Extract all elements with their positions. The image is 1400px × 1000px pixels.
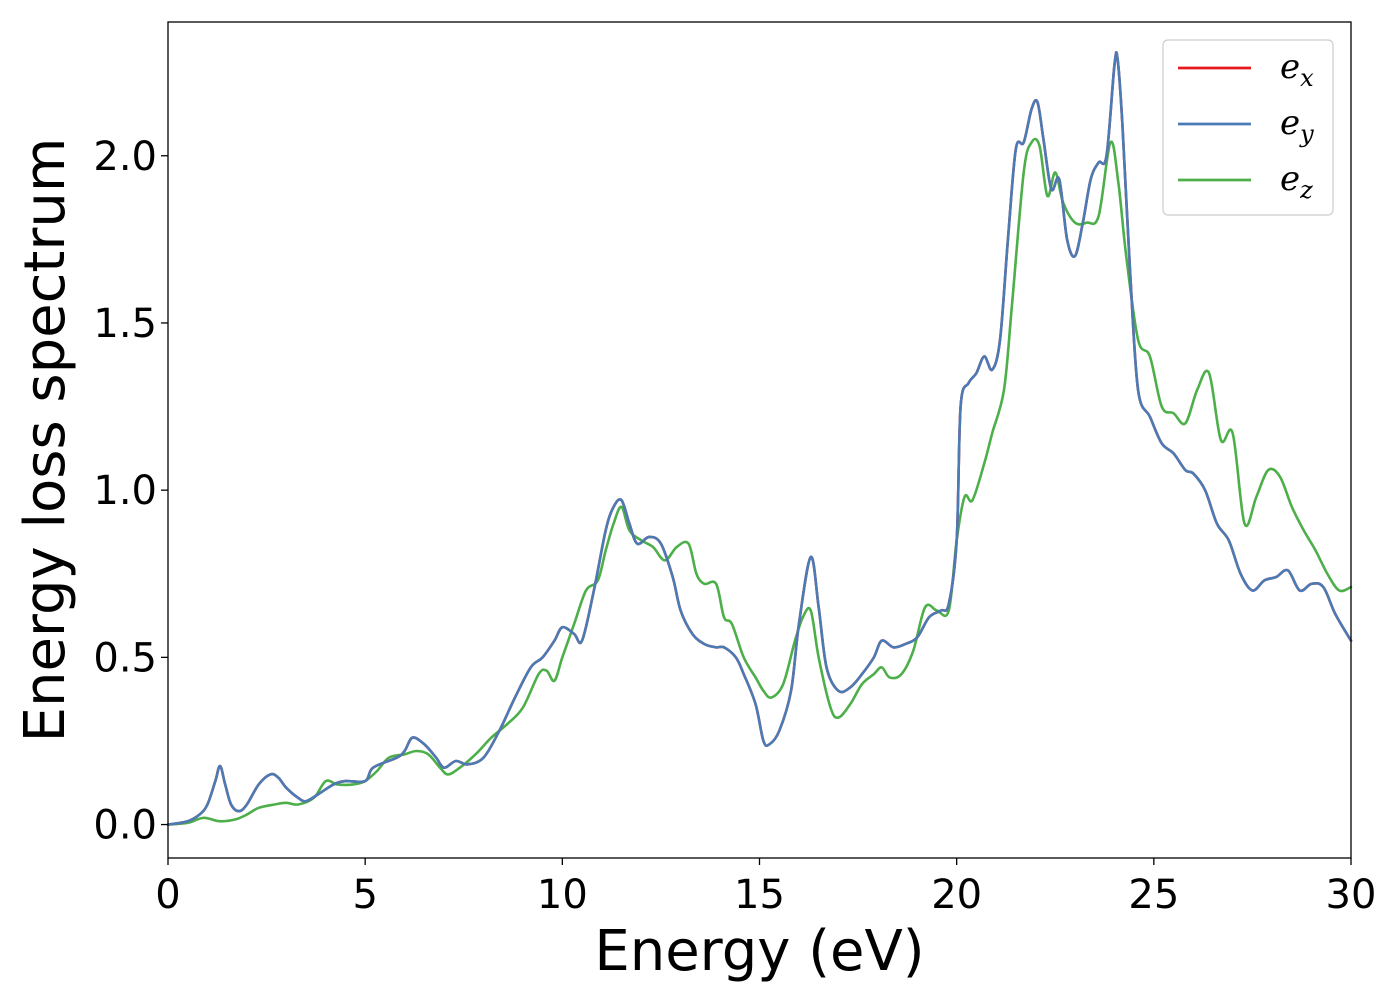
x-tick-label: 30 [1326,872,1377,918]
plot-frame [167,21,1352,859]
x-tick-label: 20 [931,872,982,918]
x-tick-label: 0 [155,872,180,918]
x-tick-label: 15 [734,872,785,918]
y-tick-label: 1.0 [93,468,157,514]
x-tick-label: 25 [1128,872,1179,918]
x-axis-title: Energy (eV) [594,919,924,984]
y-tick-label: 2.0 [93,134,157,180]
legend-label-x: ex [1280,47,1314,92]
series-line-e-z [166,137,1353,826]
legend-label-y: ey [1280,103,1314,148]
y-tick-label: 0.5 [93,635,157,681]
series-layer [166,51,1353,826]
legend-label-z: ez [1280,159,1313,204]
y-tick-label: 0.0 [93,803,157,849]
y-tick-label: 1.5 [93,301,157,347]
series-line-e-y [166,51,1353,826]
legend: ex ey ez [1162,39,1334,216]
x-tick-label: 10 [537,872,588,918]
x-tick-label: 5 [352,872,377,918]
y-axis-title: Energy loss spectrum [13,138,78,743]
legend-box [1162,39,1334,216]
ticks-layer: 0 5 10 15 20 25 30 0.0 0.5 1.0 1.5 2.0 [93,134,1376,918]
